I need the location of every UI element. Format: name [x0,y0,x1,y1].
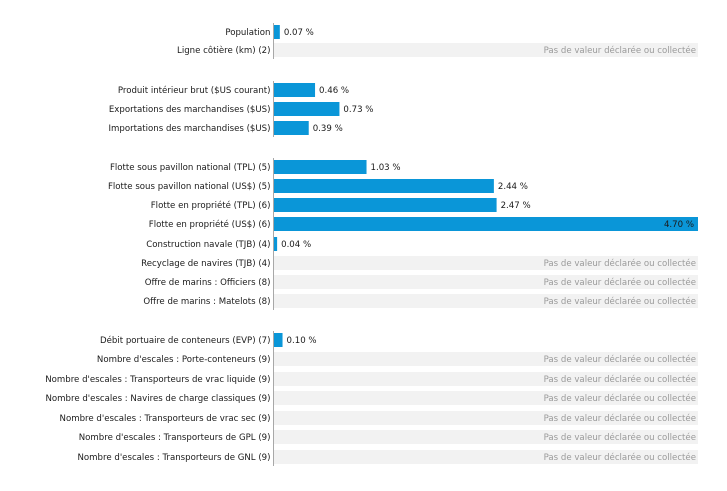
row-label: Offre de marins : Officiers (8) [145,278,271,288]
bar [273,217,698,231]
no-value-band [273,391,698,405]
no-value-band [273,256,698,270]
no-value-band [273,43,698,57]
data-label: 0.73 % [343,105,373,115]
row-label: Nombre d'escales : Transporteurs de GPL … [79,433,271,443]
no-value-band [273,411,698,425]
row-label: Recyclage de navires (TJB) (4) [141,259,270,269]
bar [273,25,280,39]
no-value-text: Pas de valeur déclarée ou collectée [544,296,696,307]
data-label: 2.47 % [501,201,531,211]
bar [273,160,367,174]
bar [273,121,309,135]
data-label: 0.39 % [313,124,343,134]
row-label: Débit portuaire de conteneurs (EVP) (7) [100,335,271,346]
row-label: Exportations des marchandises ($US) [109,105,271,115]
row-label: Ligne côtière (km) (2) [177,45,270,56]
bar [273,179,494,193]
row-label: Flotte en propriété (US$) (6) [149,219,271,230]
row-label: Flotte sous pavillon national (TPL) (5) [110,163,271,173]
no-value-band [273,294,698,308]
bar [273,83,316,97]
row-label: Nombre d'escales : Transporteurs de vrac… [60,414,271,424]
row-label: Importations des marchandises ($US) [108,124,270,134]
row-label: Nombre d'escales : Transporteurs de GNL … [77,453,270,463]
no-value-band [273,275,698,289]
no-value-text: Pas de valeur déclarée ou collectée [544,413,696,424]
no-value-text: Pas de valeur déclarée ou collectée [544,354,696,365]
row-label: Offre de marins : Matelots (8) [143,297,270,307]
bar [273,333,283,347]
row-label: Flotte sous pavillon national (US$) (5) [108,182,271,192]
row-label: Nombre d'escales : Porte-conteneurs (9) [97,355,271,365]
data-label: 0.10 % [287,336,317,346]
data-label: 0.04 % [281,240,311,250]
row-label: Nombre d'escales : Navires de charge cla… [45,394,270,404]
no-value-band [273,372,698,386]
row-label: Flotte en propriété (TPL) (6) [151,200,271,211]
data-label: 4.70 % [664,220,694,230]
row-label: Nombre d'escales : Transporteurs de vrac… [45,375,270,385]
row-label: Construction navale (TJB) (4) [146,240,270,250]
no-value-text: Pas de valeur déclarée ou collectée [544,432,696,443]
no-value-text: Pas de valeur déclarée ou collectée [544,393,696,404]
bar [273,198,497,212]
no-value-band [273,352,698,366]
bar [273,102,340,116]
data-label: 0.46 % [319,86,349,96]
bar [273,237,278,251]
row-label: Produit intérieur brut ($US courant) [118,85,271,96]
no-value-text: Pas de valeur déclarée ou collectée [544,452,696,463]
no-value-band [273,430,698,444]
no-value-band [273,450,698,464]
no-value-text: Pas de valeur déclarée ou collectée [544,277,696,288]
data-label: 0.07 % [284,28,314,38]
no-value-text: Pas de valeur déclarée ou collectée [544,374,696,385]
data-label: 2.44 % [498,182,528,192]
no-value-text: Pas de valeur déclarée ou collectée [544,258,696,269]
data-label: 1.03 % [371,163,401,173]
row-label: Population [225,28,270,38]
no-value-text: Pas de valeur déclarée ou collectée [544,45,696,56]
